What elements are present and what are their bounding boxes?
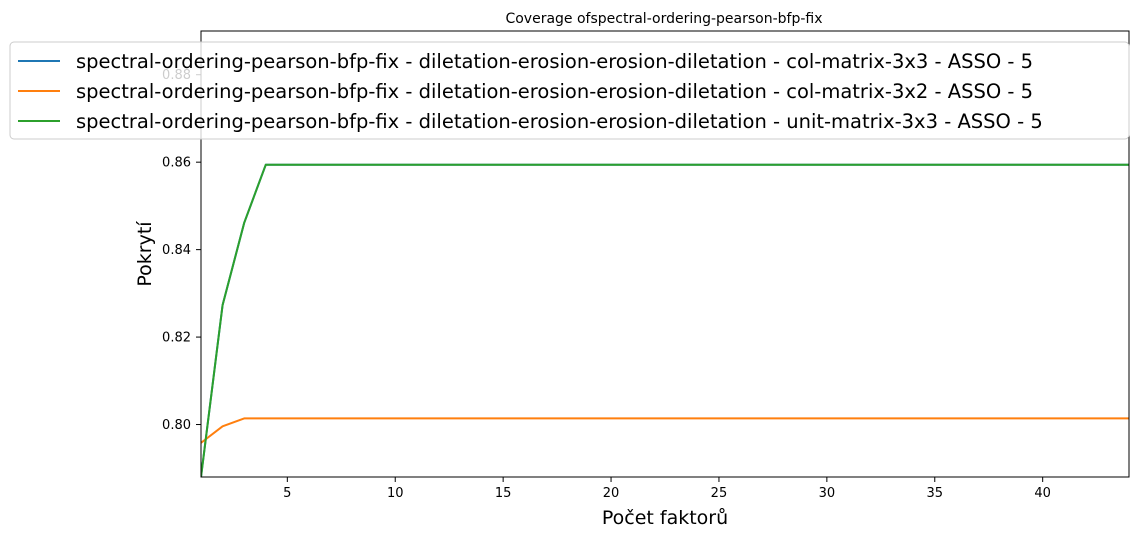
series-line-3	[201, 163, 1129, 477]
y-axis-label: Pokrytí	[134, 221, 156, 287]
x-tick-label: 15	[495, 486, 512, 501]
series-line-2	[201, 417, 1129, 444]
legend-label-3: spectral-ordering-pearson-bfp-fix - dile…	[76, 110, 1043, 133]
plot-frame	[200, 30, 1130, 478]
x-tick-label: 25	[711, 486, 728, 501]
chart-title: Coverage ofspectral-ordering-pearson-bfp…	[505, 11, 822, 27]
plot-lines	[201, 163, 1129, 477]
x-tick-label: 30	[819, 486, 836, 501]
y-tick-label: 0.84	[162, 243, 191, 258]
legend: spectral-ordering-pearson-bfp-fix - dile…	[9, 41, 1130, 140]
x-axis-ticks: 5 10 15 20 25 30 35 40	[283, 477, 1051, 501]
y-tick-label: 0.86	[162, 156, 191, 171]
x-tick-label: 5	[283, 486, 291, 501]
y-tick-label: 0.82	[162, 331, 191, 346]
legend-label-1: spectral-ordering-pearson-bfp-fix - dile…	[76, 50, 1033, 73]
x-tick-label: 35	[926, 486, 943, 501]
x-tick-label: 10	[387, 486, 404, 501]
x-axis-label: Počet faktorů	[602, 507, 728, 529]
legend-box	[9, 41, 1130, 140]
y-tick-label: 0.80	[162, 418, 191, 433]
x-tick-label: 40	[1034, 486, 1051, 501]
legend-label-2: spectral-ordering-pearson-bfp-fix - dile…	[76, 80, 1033, 103]
x-tick-label: 20	[603, 486, 620, 501]
